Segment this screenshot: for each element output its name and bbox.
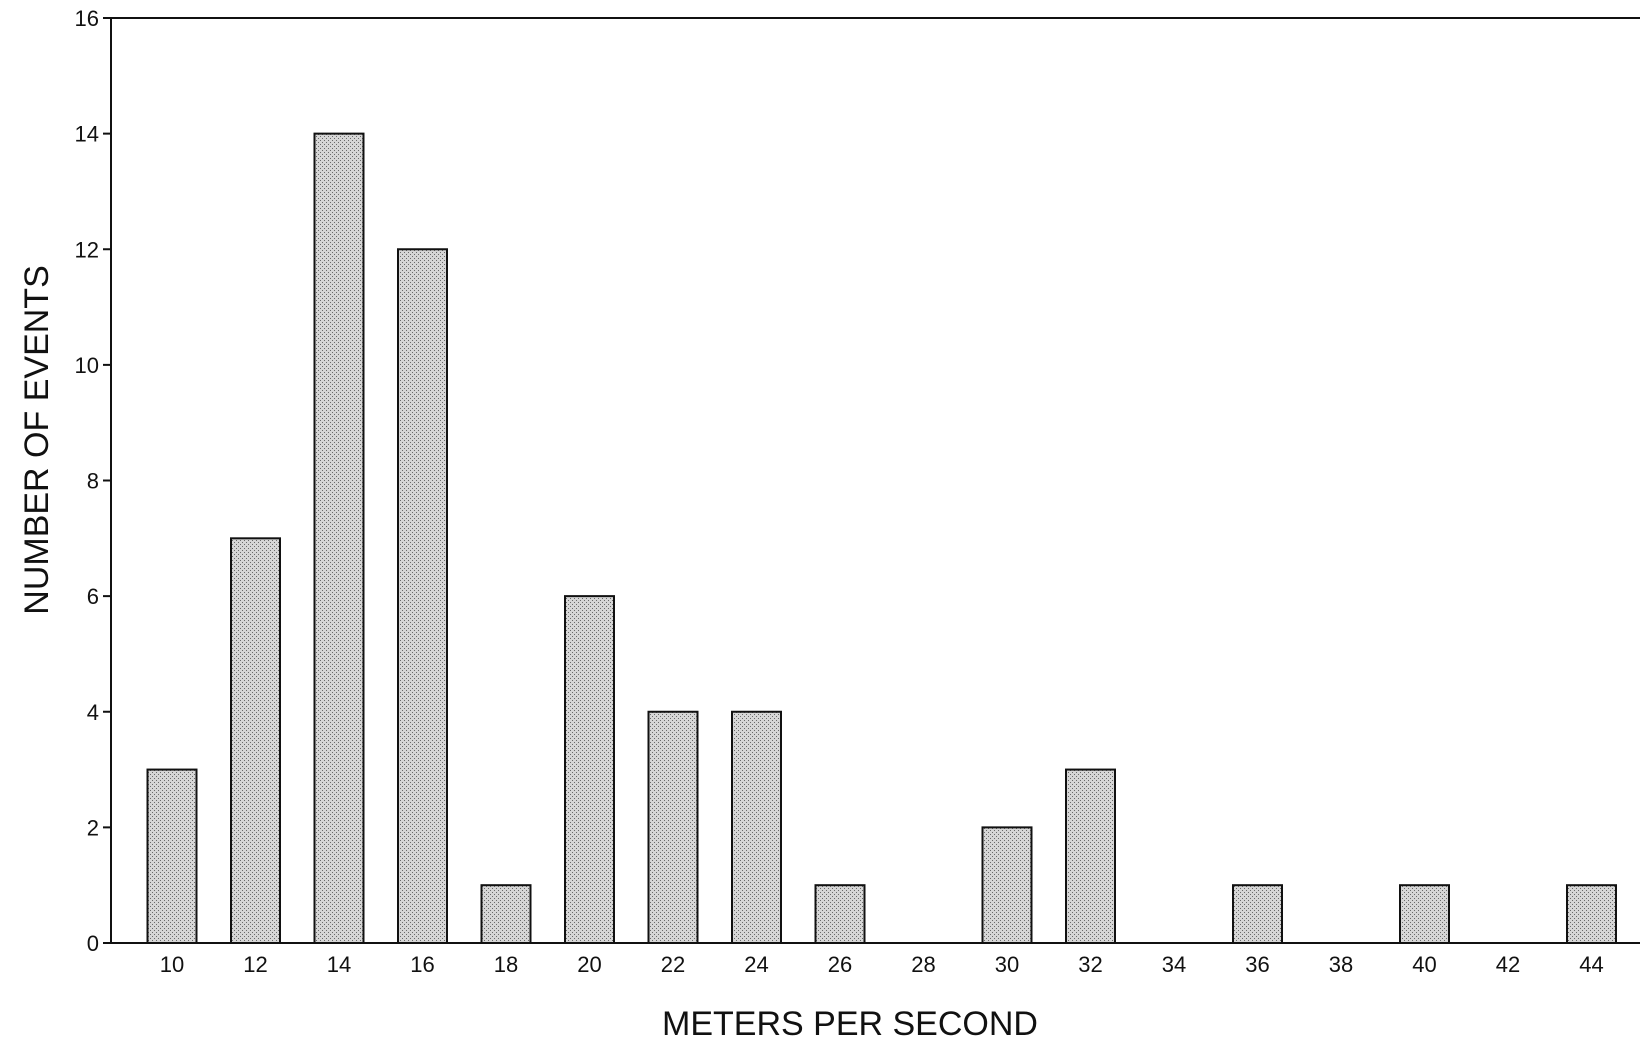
x-tick-label: 32 [1078,952,1102,977]
bar-22 [647,710,699,944]
bar-18 [480,884,532,944]
x-tick-label: 34 [1162,952,1186,977]
x-tick-label: 12 [243,952,267,977]
y-tick-label: 14 [75,122,99,147]
y-axis-title: NUMBER OF EVENTS [18,265,56,614]
y-tick-label: 0 [87,931,99,956]
bar-20 [564,595,615,944]
bar-16 [397,248,448,944]
bar-40 [1399,884,1450,944]
bar-30 [981,826,1033,944]
y-tick-label: 10 [75,353,99,378]
x-axis: 10 12 14 16 18 20 22 24 26 28 30 32 34 36 38 40 42 44 [160,952,1604,977]
y-tick-label: 8 [87,469,99,494]
x-tick-label: 20 [577,952,601,977]
bar-26 [814,884,866,944]
y-tick-label: 12 [75,237,99,262]
bar-32 [1065,768,1116,944]
bar-36 [1232,884,1283,944]
x-tick-label: 10 [160,952,184,977]
x-axis-title: METERS PER SECOND [662,1005,1038,1043]
x-tick-label: 14 [327,952,351,977]
x-tick-label: 24 [744,952,768,977]
x-tick-label: 44 [1579,952,1603,977]
bar-10 [146,768,198,944]
y-axis: 0 2 4 6 8 10 12 14 16 [75,6,111,956]
bar-14 [313,132,365,944]
y-tick-label: 2 [87,815,99,840]
bar-24 [731,710,782,944]
bar-12 [230,537,281,944]
y-tick-label: 16 [75,6,99,31]
y-tick-label: 4 [87,700,99,725]
x-tick-label: 18 [494,952,518,977]
x-tick-label: 30 [995,952,1019,977]
bar-44 [1566,884,1617,944]
x-tick-label: 36 [1245,952,1269,977]
x-tick-label: 42 [1496,952,1520,977]
x-tick-label: 28 [911,952,935,977]
x-tick-label: 40 [1412,952,1436,977]
x-tick-label: 38 [1329,952,1353,977]
x-tick-label: 22 [661,952,685,977]
bars [146,132,1617,944]
x-tick-label: 16 [410,952,434,977]
x-tick-label: 26 [828,952,852,977]
y-tick-label: 6 [87,584,99,609]
